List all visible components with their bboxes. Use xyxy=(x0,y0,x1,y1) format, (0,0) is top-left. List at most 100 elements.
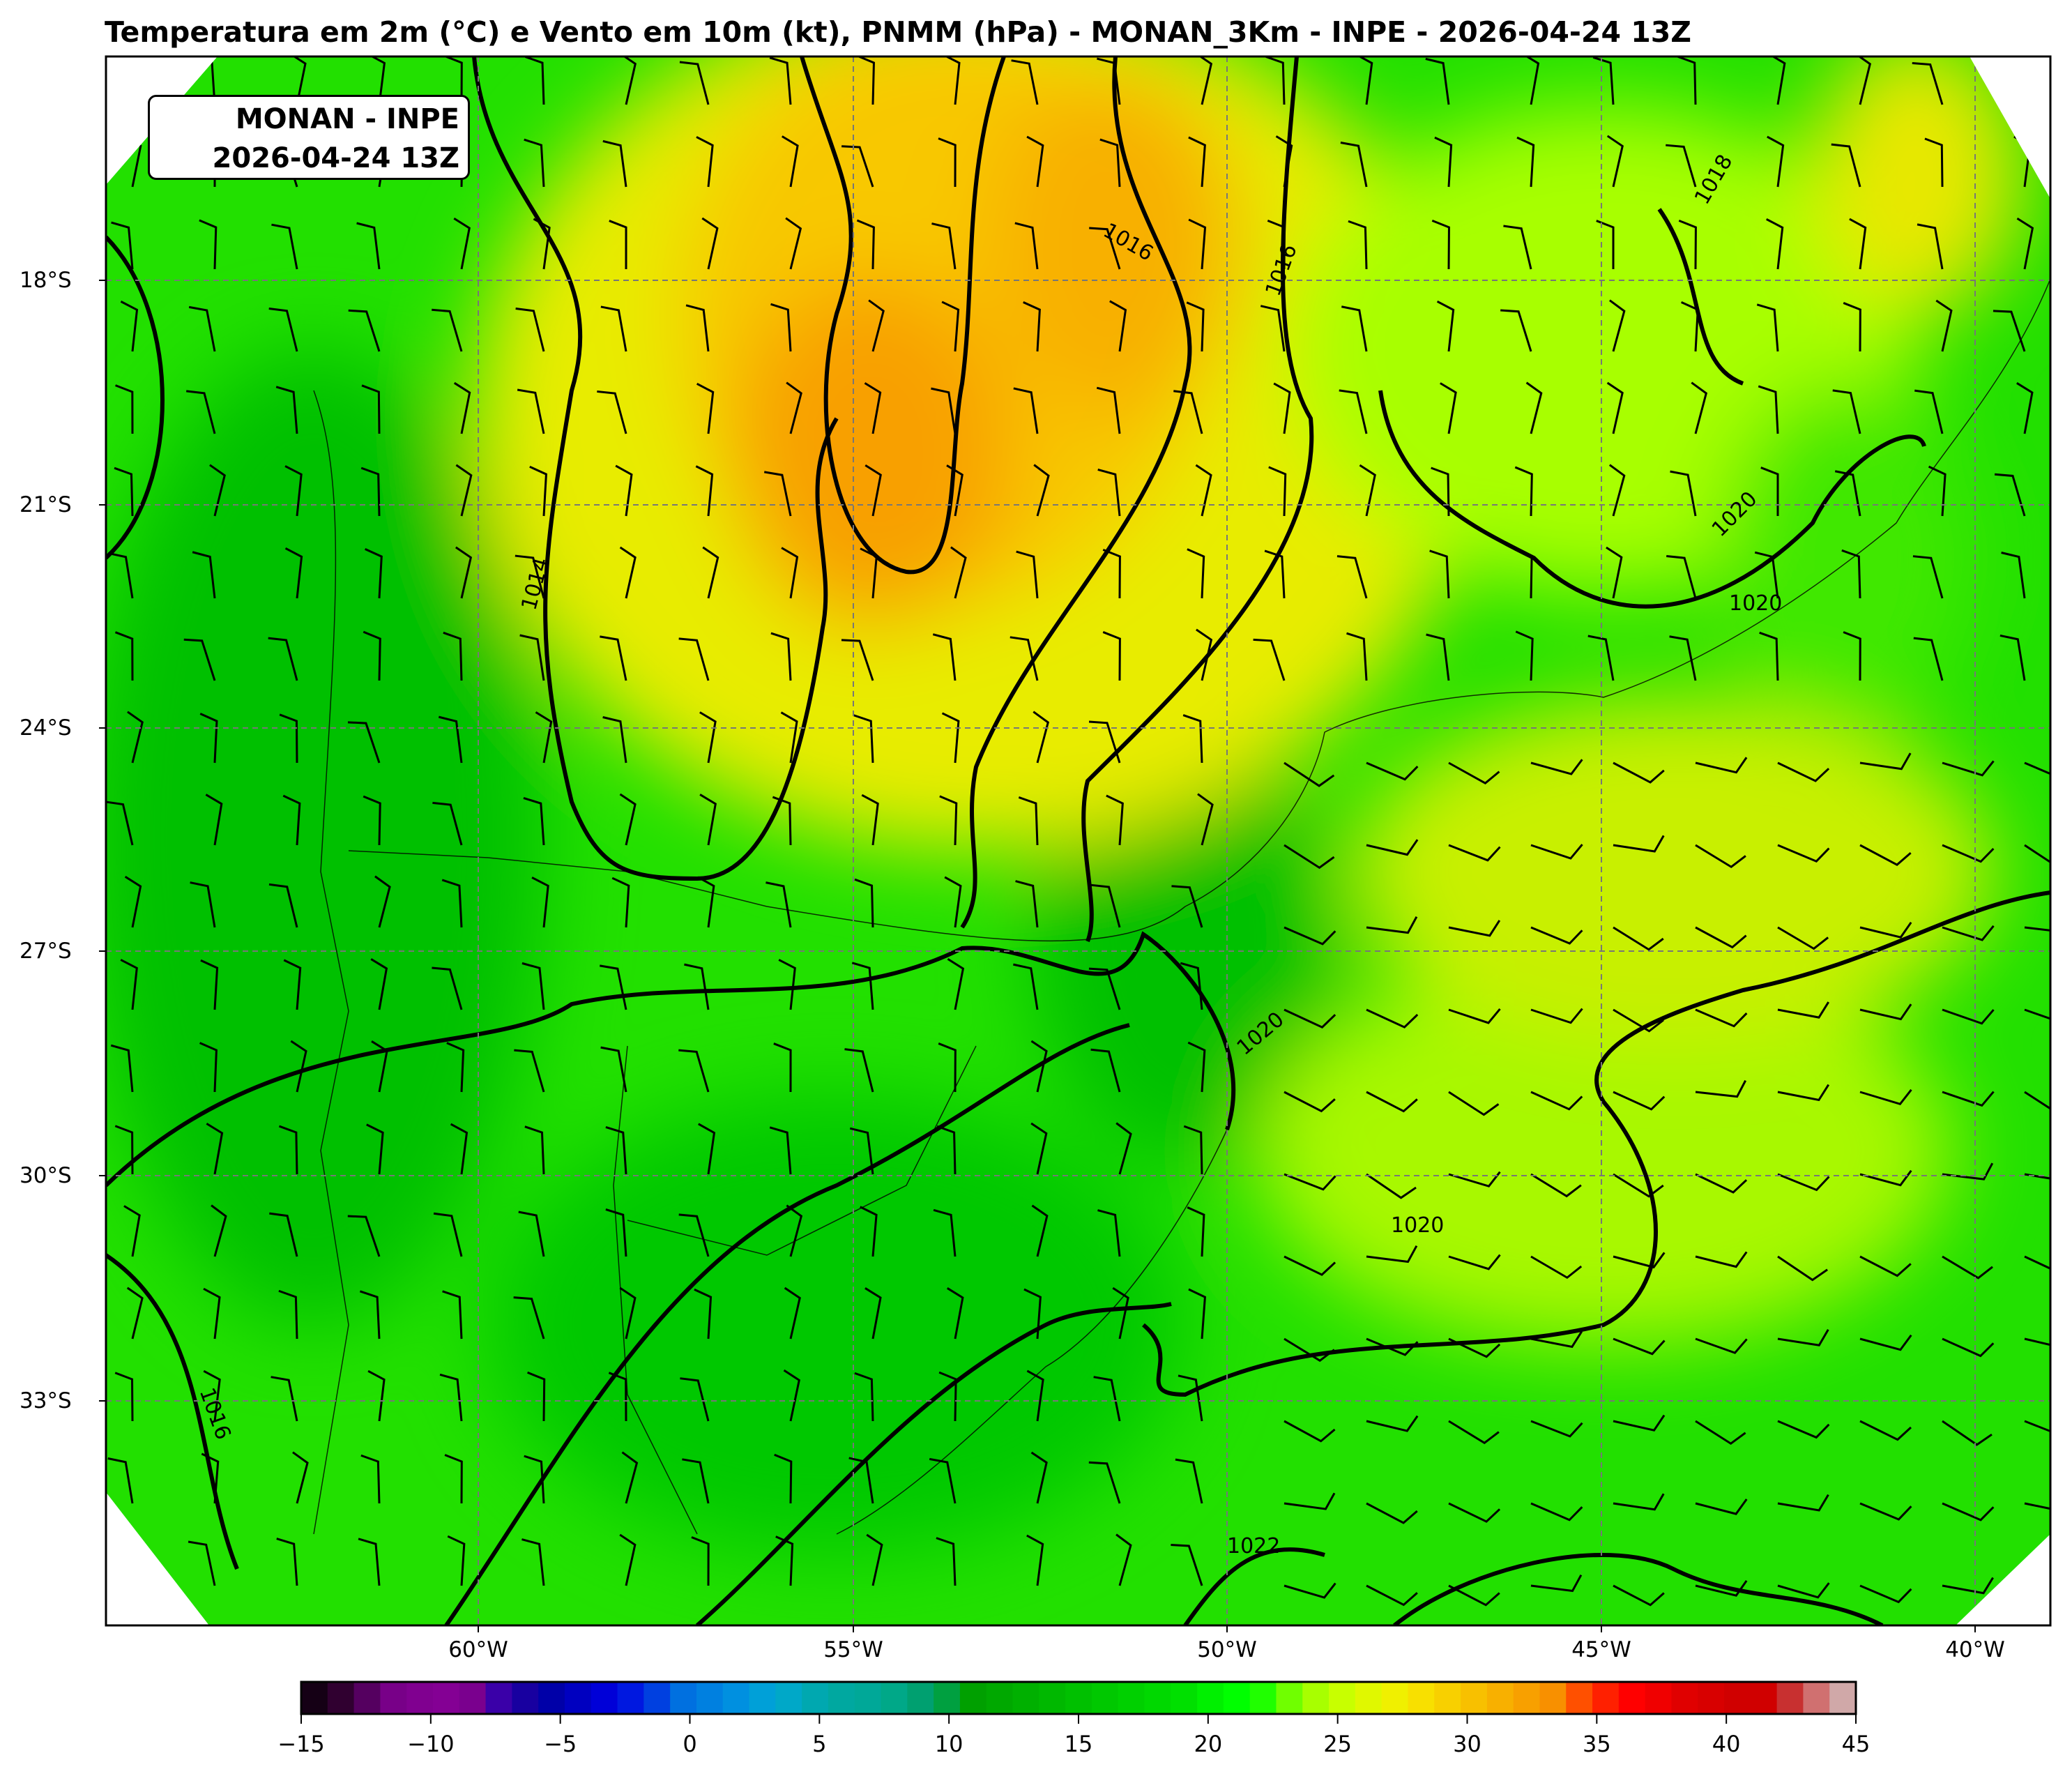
wind-barb xyxy=(1759,631,1779,681)
wind-barb xyxy=(1767,135,1785,188)
wind-barb xyxy=(1917,223,1944,270)
wind-barb xyxy=(1102,631,1121,681)
wind-barb xyxy=(1530,1173,1582,1198)
wind-barb xyxy=(211,1204,227,1257)
wind-barb xyxy=(1188,136,1206,188)
colorbar-segment xyxy=(1698,1682,1726,1714)
wind-barb xyxy=(443,631,463,681)
wind-barb xyxy=(1999,634,2026,681)
wind-barb xyxy=(192,551,216,599)
wind-barb xyxy=(1530,1502,1583,1522)
wind-barb xyxy=(438,715,463,764)
wind-barb xyxy=(268,637,298,681)
wind-barb xyxy=(2024,1420,2050,1438)
wind-barb xyxy=(126,1287,144,1340)
wind-barb xyxy=(271,223,298,270)
wind-barb xyxy=(1112,1287,1129,1340)
wind-barb xyxy=(1171,1544,1203,1586)
wind-barb xyxy=(1253,638,1286,681)
wind-barb xyxy=(1831,143,1861,188)
wind-barb xyxy=(1336,555,1368,599)
wind-barb xyxy=(682,1458,710,1504)
wind-barb xyxy=(1264,549,1286,599)
colorbar-tick-label: 35 xyxy=(1582,1731,1611,1757)
wind-barb xyxy=(367,1370,386,1422)
wind-barb xyxy=(1613,835,1665,853)
wind-barb xyxy=(1366,839,1419,856)
wind-barb xyxy=(1695,1251,1748,1268)
wind-barb xyxy=(1115,1122,1132,1175)
wind-barb xyxy=(781,135,799,188)
wind-barb xyxy=(786,381,802,434)
latitude-label: 27°S xyxy=(20,939,72,964)
wind-barb xyxy=(201,1452,220,1504)
wind-barb xyxy=(1448,844,1501,862)
wind-barb xyxy=(864,1287,882,1340)
colorbar-segment xyxy=(1144,1682,1172,1714)
wind-barb xyxy=(853,714,874,764)
wind-barb xyxy=(1283,1255,1336,1276)
wind-barb xyxy=(696,136,714,188)
wind-barb xyxy=(1188,218,1207,270)
colorbar-segment xyxy=(512,1682,540,1714)
wind-barb xyxy=(2001,552,2026,599)
wind-barb xyxy=(1613,1173,1664,1198)
wind-barb xyxy=(849,1127,874,1175)
wind-barb xyxy=(2024,1008,2050,1025)
wind-barb xyxy=(374,875,391,928)
wind-barb xyxy=(941,301,960,352)
colorbar-segment xyxy=(1118,1682,1145,1714)
wind-barb xyxy=(1267,219,1286,270)
wind-barb xyxy=(864,464,882,517)
wind-barb xyxy=(1766,218,1784,270)
wind-barb xyxy=(769,56,792,105)
wind-barb xyxy=(515,308,545,352)
wind-barb xyxy=(363,630,381,681)
wind-barb xyxy=(1268,466,1287,517)
colorbar-segment xyxy=(828,1682,855,1714)
colorbar-tick-label: 10 xyxy=(934,1731,963,1757)
wind-barb xyxy=(691,1536,710,1586)
wind-barb xyxy=(1613,926,1664,951)
wind-barb xyxy=(772,796,792,846)
wind-barb xyxy=(621,1451,639,1504)
colorbar-segment xyxy=(1803,1682,1831,1714)
wind-barb xyxy=(946,1287,964,1340)
wind-barb xyxy=(1339,389,1368,434)
wind-barb xyxy=(1182,714,1203,764)
wind-barb xyxy=(284,465,303,517)
wind-barb xyxy=(600,635,627,681)
wind-barb xyxy=(1777,1328,1829,1346)
colorbar-tick-label: 0 xyxy=(683,1731,697,1757)
wind-barb xyxy=(938,137,957,188)
wind-barb xyxy=(1695,1079,1747,1098)
wind-barb xyxy=(2016,217,2034,270)
wind-barb xyxy=(1695,1499,1748,1515)
wind-barb xyxy=(1777,1255,1828,1282)
wind-barb xyxy=(1348,220,1368,270)
wind-barb xyxy=(455,464,473,517)
wind-barb xyxy=(1935,299,1953,352)
wind-barb xyxy=(1695,1420,1746,1446)
wind-barb xyxy=(1088,720,1121,764)
colorbar-tick-label: 15 xyxy=(1064,1731,1093,1757)
wind-barb xyxy=(114,1372,134,1422)
colorbar-segment xyxy=(1223,1682,1251,1714)
colorbar-segment xyxy=(1355,1682,1382,1714)
wind-barb xyxy=(1530,844,1583,860)
isobar-contours xyxy=(106,56,2050,1625)
wind-barb xyxy=(1196,628,1213,681)
wind-barb xyxy=(1426,633,1450,681)
wind-barb xyxy=(1010,636,1039,681)
wind-barb xyxy=(1448,1254,1501,1270)
wind-barb xyxy=(1928,465,1947,517)
stamp-line-date: 2026-04-24 13Z xyxy=(212,142,459,174)
wind-barb xyxy=(1366,1091,1418,1113)
graticule xyxy=(106,56,2050,1625)
political-boundaries xyxy=(313,278,2050,1535)
wind-barb xyxy=(933,1208,957,1257)
wind-barb xyxy=(1695,1580,1748,1597)
wind-barb xyxy=(619,793,637,846)
wind-barb xyxy=(1031,1204,1049,1257)
wind-barb xyxy=(696,382,715,434)
